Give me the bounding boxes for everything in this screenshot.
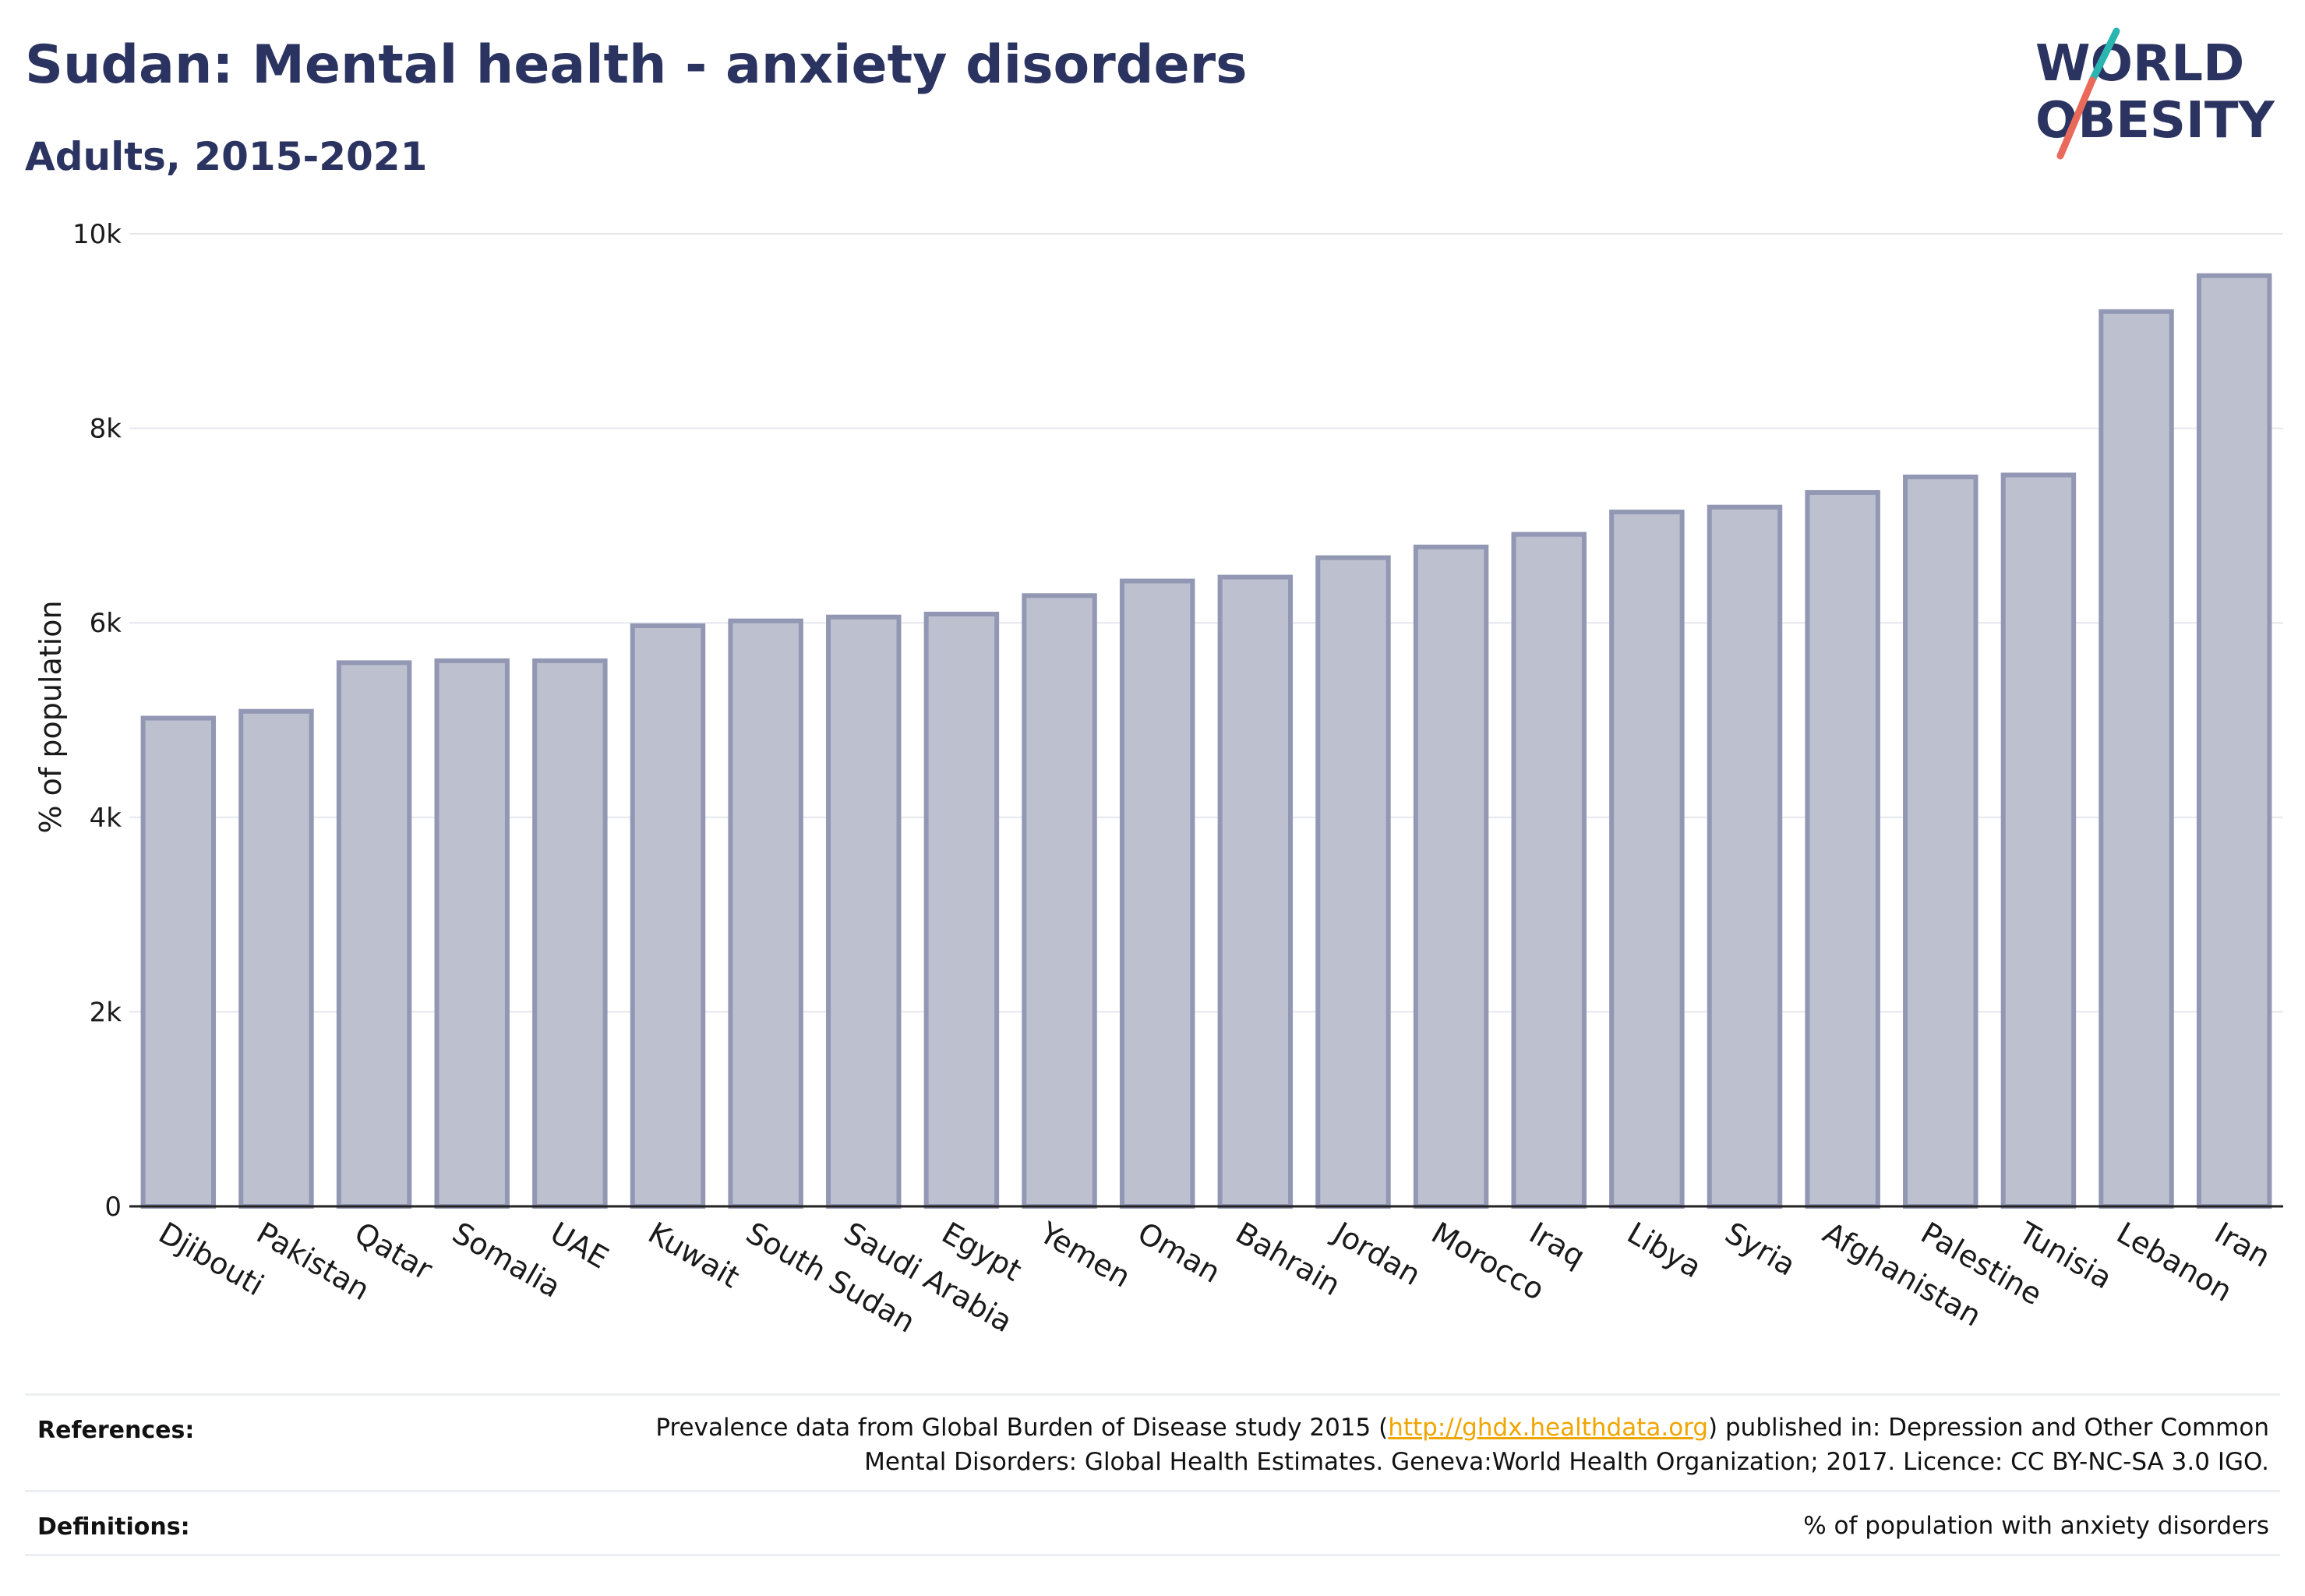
x-tick-label: Syria (1720, 1216, 1802, 1283)
bar-lebanon[interactable] (2099, 309, 2174, 1209)
bar-palestine[interactable] (1903, 475, 1978, 1209)
footer-divider-top (25, 1393, 2280, 1396)
bar-afghanistan[interactable] (1805, 489, 1880, 1209)
y-tick-label: 4k (90, 803, 122, 834)
references-line1-before: Prevalence data from Global Burden of Di… (655, 1414, 1389, 1442)
x-tick-label: Bahrain (1230, 1216, 1346, 1303)
bar-iraq[interactable] (1511, 531, 1587, 1209)
world-obesity-logo: WORLD OBESITY (2035, 27, 2275, 160)
bar-tunisia[interactable] (2000, 472, 2077, 1209)
y-tick-label: 2k (90, 997, 122, 1028)
x-tick-label: Iraq (1523, 1216, 1590, 1274)
y-tick-label: 8k (90, 414, 122, 445)
y-tick-label: 6k (90, 608, 122, 639)
y-axis-label: % of population (34, 600, 68, 833)
bar-egypt[interactable] (923, 611, 1000, 1209)
bar-yemen[interactable] (1022, 593, 1097, 1209)
bar-libya[interactable] (1609, 509, 1685, 1209)
bar-djibouti[interactable] (140, 715, 217, 1209)
x-tick-label: South Sudan (740, 1216, 921, 1340)
bar-syria[interactable] (1707, 504, 1783, 1209)
footer-divider-middle (25, 1490, 2280, 1492)
bar-iran[interactable] (2196, 273, 2272, 1209)
references-line1-after: ) published in: Depression and Other Com… (1708, 1414, 2269, 1442)
chart-title: Sudan: Mental health - anxiety disorders (25, 34, 1248, 96)
logo-line1: WORLD (2035, 35, 2244, 93)
x-tick-label: Pakistan (251, 1216, 376, 1308)
references-link[interactable]: http://ghdx.healthdata.org (1388, 1414, 1709, 1442)
bar-south-sudan[interactable] (728, 618, 803, 1209)
bar-qatar[interactable] (336, 660, 412, 1209)
x-tick-label: Libya (1622, 1216, 1707, 1285)
y-tick-label: 0 (104, 1192, 122, 1223)
bar-morocco[interactable] (1413, 544, 1489, 1209)
logo-slash-bottom (2056, 76, 2096, 160)
definitions-label: Definitions: (37, 1513, 190, 1541)
x-tick-label: Somalia (447, 1216, 567, 1305)
bar-kuwait[interactable] (630, 623, 706, 1209)
references-text: Prevalence data from Global Burden of Di… (655, 1411, 2269, 1479)
chart-subtitle: Adults, 2015-2021 (25, 134, 428, 179)
x-tick-label: Djibouti (153, 1216, 270, 1303)
x-tick-label: Oman (1132, 1216, 1227, 1290)
references-line1: Prevalence data from Global Burden of Di… (655, 1411, 2269, 1445)
x-tick-label: Iran (2209, 1216, 2276, 1274)
bar-uae[interactable] (532, 658, 608, 1209)
bar-jordan[interactable] (1315, 555, 1391, 1209)
references-label: References: (37, 1417, 195, 1444)
x-tick-label: UAE (545, 1216, 614, 1276)
x-tick-label: Morocco (1426, 1216, 1551, 1308)
bar-somalia[interactable] (434, 658, 510, 1209)
x-tick-label: Kuwait (643, 1216, 746, 1295)
footer-divider-bottom (25, 1554, 2280, 1556)
logo-slash-top (2088, 27, 2120, 84)
definitions-text: % of population with anxiety disorders (1803, 1512, 2269, 1540)
x-tick-label: Yemen (1033, 1215, 1136, 1294)
bar-oman[interactable] (1119, 578, 1195, 1209)
bars (140, 273, 2272, 1209)
bar-saudi-arabia[interactable] (826, 614, 902, 1209)
bar-pakistan[interactable] (238, 708, 314, 1209)
references-line2: Mental Disorders: Global Health Estimate… (864, 1448, 2269, 1476)
bar-bahrain[interactable] (1217, 574, 1294, 1209)
y-tick-label: 10k (72, 219, 122, 250)
